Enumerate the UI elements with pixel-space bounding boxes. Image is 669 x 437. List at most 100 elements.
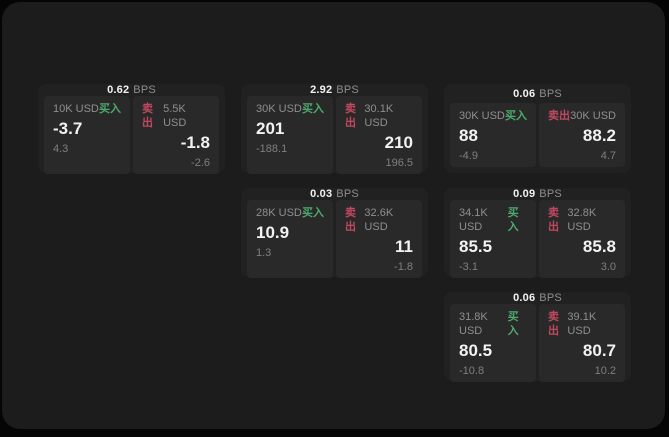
- quote-panels: 30K USD 买入 88 -4.9 卖出 30K USD 88.2 4.7: [450, 103, 625, 167]
- sell-panel[interactable]: 卖出 39.1K USD 80.7 10.2: [539, 304, 625, 382]
- bps-unit: BPS: [539, 87, 562, 100]
- sell-amount: 39.1K USD: [567, 311, 597, 337]
- sell-panel[interactable]: 卖出 32.6K USD 11 -1.8: [336, 200, 422, 278]
- buy-label: 买入: [507, 207, 519, 233]
- sell-label: 卖出: [548, 110, 570, 122]
- buy-header-row: 28K USD 买入: [256, 206, 324, 220]
- buy-amount: 34.1K USD: [459, 207, 488, 233]
- buy-panel[interactable]: 10K USD 买入 -3.7 4.3: [44, 96, 130, 174]
- bps-unit: BPS: [336, 84, 359, 96]
- buy-price: 85.5: [459, 237, 493, 256]
- bps-value: 0.62: [107, 84, 130, 96]
- sell-delta: -2.6: [191, 157, 210, 169]
- buy-price: 10.9: [256, 223, 290, 242]
- sell-price: 11: [395, 237, 413, 256]
- quote-panels: 28K USD 买入 10.9 1.3 卖出 32.6K USD 11 -1.8: [247, 200, 422, 278]
- buy-label: 买入: [507, 311, 519, 337]
- buy-panel[interactable]: 30K USD 买入 88 -4.9: [450, 103, 536, 167]
- bps-unit: BPS: [336, 188, 359, 200]
- quote-panels: 30K USD 买入 201 -188.1 卖出 30.1K USD 210 1…: [247, 96, 422, 174]
- buy-label: 买入: [99, 103, 121, 115]
- quote-panels: 31.8K USD 买入 80.5 -10.8 卖出 39.1K USD 80.…: [450, 304, 625, 382]
- buy-price: 201: [256, 119, 285, 138]
- buy-panel[interactable]: 30K USD 买入 201 -188.1: [247, 96, 333, 174]
- buy-header-row: 10K USD 买入: [53, 102, 121, 116]
- buy-price: 80.5: [459, 341, 493, 360]
- buy-panel[interactable]: 28K USD 买入 10.9 1.3: [247, 200, 333, 278]
- quote-card: 0.62 BPS 10K USD 买入 -3.7 4.3 卖出 5.5K USD…: [38, 84, 225, 174]
- buy-header-row: 31.8K USD 买入: [459, 310, 527, 338]
- buy-panel[interactable]: 34.1K USD 买入 85.5 -3.1: [450, 200, 536, 278]
- buy-panel[interactable]: 31.8K USD 买入 80.5 -10.8: [450, 304, 536, 382]
- bps-header: 0.06 BPS: [450, 292, 625, 304]
- buy-amount: 30K USD: [459, 110, 505, 122]
- bps-value: 0.06: [513, 292, 536, 304]
- quote-card: 0.09 BPS 34.1K USD 买入 85.5 -3.1 卖出 32.8K…: [444, 188, 631, 278]
- buy-header-row: 30K USD 买入: [256, 102, 324, 116]
- sell-delta: -1.8: [394, 261, 413, 273]
- sell-delta: 3.0: [600, 261, 616, 273]
- sell-amount: 32.8K USD: [567, 207, 597, 233]
- buy-label: 买入: [302, 207, 324, 219]
- sell-price: -1.8: [180, 133, 210, 152]
- quote-card: 2.92 BPS 30K USD 买入 201 -188.1 卖出 30.1K …: [241, 84, 428, 174]
- sell-label: 卖出: [548, 311, 559, 337]
- bps-header: 0.03 BPS: [247, 188, 422, 200]
- sell-amount: 30K USD: [570, 110, 616, 122]
- buy-delta: -3.1: [459, 261, 478, 273]
- buy-label: 买入: [302, 103, 324, 115]
- quote-grid: 0.62 BPS 10K USD 买入 -3.7 4.3 卖出 5.5K USD…: [38, 84, 631, 382]
- app-window: 0.62 BPS 10K USD 买入 -3.7 4.3 卖出 5.5K USD…: [2, 2, 665, 429]
- bps-value: 0.03: [310, 188, 333, 200]
- sell-delta: 10.2: [594, 365, 616, 377]
- quote-card: 0.06 BPS 31.8K USD 买入 80.5 -10.8 卖出 39.1…: [444, 292, 631, 382]
- bps-header: 0.62 BPS: [44, 84, 219, 96]
- bps-unit: BPS: [539, 292, 562, 304]
- sell-price: 210: [384, 133, 413, 152]
- buy-delta: 4.3: [53, 143, 69, 155]
- bps-header: 0.06 BPS: [450, 84, 625, 103]
- bps-header: 2.92 BPS: [247, 84, 422, 96]
- sell-panel[interactable]: 卖出 32.8K USD 85.8 3.0: [539, 200, 625, 278]
- sell-panel[interactable]: 卖出 30K USD 88.2 4.7: [539, 103, 625, 167]
- buy-price: 88: [459, 126, 478, 145]
- buy-delta: 1.3: [256, 247, 272, 259]
- sell-header-row: 卖出 30.1K USD: [345, 102, 413, 130]
- bps-header: 0.09 BPS: [450, 188, 625, 200]
- sell-amount: 5.5K USD: [163, 103, 187, 129]
- buy-delta: -10.8: [459, 365, 485, 377]
- sell-delta: 4.7: [600, 150, 616, 162]
- sell-panel[interactable]: 卖出 30.1K USD 210 196.5: [336, 96, 422, 174]
- buy-delta: -4.9: [459, 150, 478, 162]
- buy-delta: -188.1: [256, 143, 288, 155]
- sell-header-row: 卖出 32.6K USD: [345, 206, 413, 234]
- quote-panels: 34.1K USD 买入 85.5 -3.1 卖出 32.8K USD 85.8…: [450, 200, 625, 278]
- sell-label: 卖出: [345, 103, 356, 129]
- sell-header-row: 卖出 32.8K USD: [548, 206, 616, 234]
- bps-value: 0.06: [513, 87, 536, 100]
- sell-price: 80.7: [582, 341, 616, 360]
- buy-amount: 31.8K USD: [459, 311, 488, 337]
- buy-label: 买入: [505, 110, 527, 122]
- sell-price: 85.8: [582, 237, 616, 256]
- sell-label: 卖出: [345, 207, 356, 233]
- sell-amount: 30.1K USD: [364, 103, 394, 129]
- buy-header-row: 30K USD 买入: [459, 109, 527, 123]
- sell-label: 卖出: [142, 103, 153, 129]
- quote-card: 0.06 BPS 30K USD 买入 88 -4.9 卖出 30K USD 8…: [444, 84, 631, 173]
- bps-unit: BPS: [539, 188, 562, 200]
- sell-price: 88.2: [582, 126, 616, 145]
- buy-header-row: 34.1K USD 买入: [459, 206, 527, 234]
- bps-unit: BPS: [133, 84, 156, 96]
- sell-header-row: 卖出 5.5K USD: [142, 102, 210, 130]
- sell-delta: 196.5: [385, 157, 413, 169]
- sell-header-row: 卖出 30K USD: [548, 109, 616, 123]
- buy-amount: 30K USD: [256, 103, 302, 115]
- sell-label: 卖出: [548, 207, 559, 233]
- quote-panels: 10K USD 买入 -3.7 4.3 卖出 5.5K USD -1.8 -2.…: [44, 96, 219, 174]
- buy-price: -3.7: [53, 119, 83, 138]
- sell-panel[interactable]: 卖出 5.5K USD -1.8 -2.6: [133, 96, 219, 174]
- bps-value: 2.92: [310, 84, 333, 96]
- buy-amount: 28K USD: [256, 207, 302, 219]
- buy-amount: 10K USD: [53, 103, 99, 115]
